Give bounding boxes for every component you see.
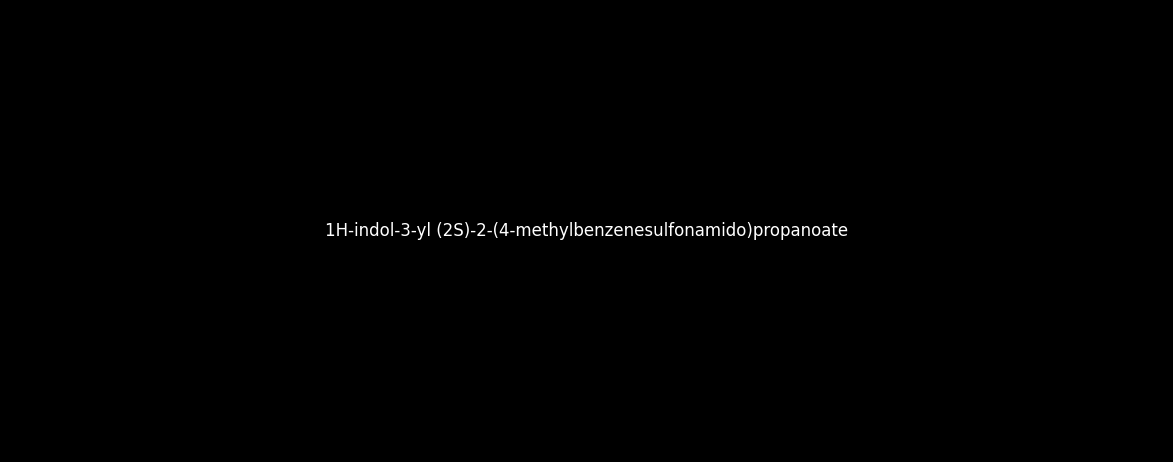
Text: 1H-indol-3-yl (2S)-2-(4-methylbenzenesulfonamido)propanoate: 1H-indol-3-yl (2S)-2-(4-methylbenzenesul… [325,222,848,240]
